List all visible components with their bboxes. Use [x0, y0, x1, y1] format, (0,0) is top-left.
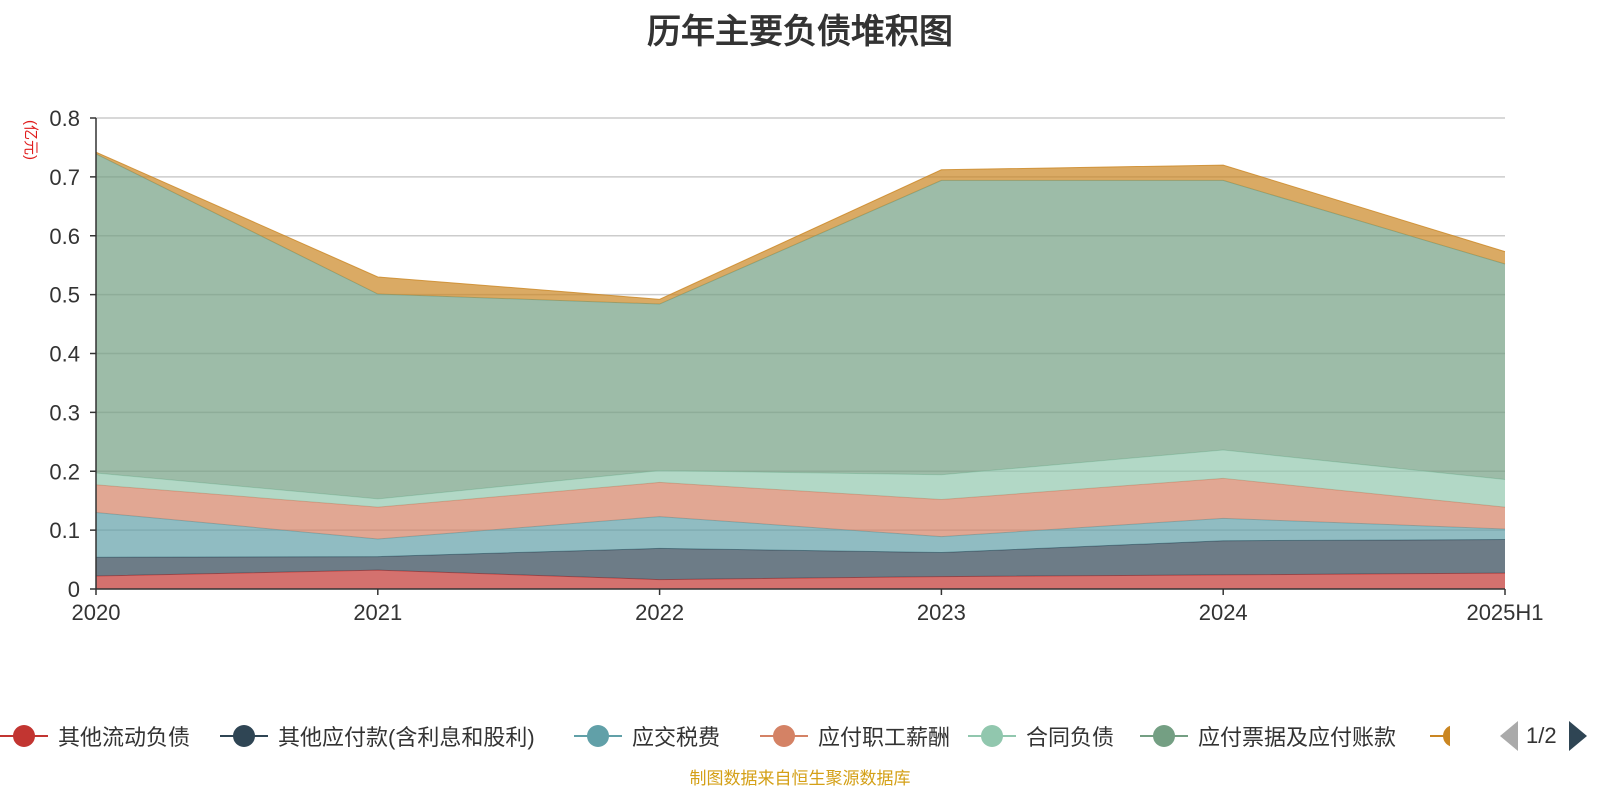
legend-label: 其他应付款(含利息和股利): [278, 725, 535, 750]
y-tick-label: 0.7: [49, 165, 80, 190]
area-series-0: [96, 570, 1505, 589]
stacked-area-chart: 0 0.1 0.2 0.3 0.4 0.5 0.6 0.7 0.8 2020 2021 2022 202…: [49, 106, 1543, 625]
x-tick-label: 2023: [917, 600, 966, 625]
source-note: 制图数据来自恒生聚源数据库: [689, 769, 911, 788]
y-tick-label: 0: [68, 577, 80, 602]
legend-marker-icon: [574, 718, 622, 754]
area-series-4: [96, 450, 1505, 508]
legend-page-indicator: 1/2: [1526, 723, 1557, 748]
y-tick-label: 0.1: [49, 518, 80, 543]
chart-title: 历年主要负债堆积图: [647, 13, 953, 51]
legend-item[interactable]: [1430, 718, 1450, 754]
area-series-3: [96, 478, 1505, 539]
y-tick-label: 0.8: [49, 106, 80, 131]
legend-label: 合同负债: [1026, 725, 1115, 750]
legend-item[interactable]: 其他应付款(含利息和股利): [220, 718, 535, 754]
legend-marker-icon: [1430, 718, 1450, 754]
legend-item[interactable]: 应交税费: [574, 718, 720, 754]
legend-marker-icon: [1140, 718, 1188, 754]
area-series-edge-6: [95, 151, 1506, 300]
legend-item[interactable]: 合同负债: [968, 718, 1114, 754]
legend-prev-arrow-icon[interactable]: [1500, 721, 1518, 751]
y-tick-label: 0.5: [49, 283, 80, 308]
x-tick-label: 2020: [72, 600, 121, 625]
legend-next-arrow-icon[interactable]: [1568, 721, 1587, 751]
legend: 其他流动负债 其他应付款(含利息和股利) 应交税费 应付职工薪酬 合同负债 应付票据及应付…: [0, 718, 1600, 754]
area-series-1: [96, 539, 1505, 580]
legend-marker-icon: [0, 718, 48, 754]
legend-marker-icon: [760, 718, 808, 754]
legend-label: 其他流动负债: [58, 725, 191, 750]
y-tick-label: 0.3: [49, 400, 80, 425]
legend-label: 应交税费: [632, 725, 721, 750]
legend-item[interactable]: 应付票据及应付账款: [1140, 718, 1396, 754]
legend-item[interactable]: 应付职工薪酬: [760, 718, 950, 754]
legend-label: 应付票据及应付账款: [1198, 725, 1397, 750]
legend-marker-icon: [968, 718, 1016, 754]
area-series-2: [96, 512, 1505, 558]
x-tick-label: 2022: [635, 600, 684, 625]
y-tick-label: 0.6: [49, 224, 80, 249]
legend-marker-icon: [220, 718, 268, 754]
legend-pager: 1/2: [1500, 718, 1587, 754]
legend-item[interactable]: 其他流动负债: [0, 718, 190, 754]
y-tick-label: 0.4: [49, 342, 80, 367]
y-tick-label: 0.2: [49, 459, 80, 484]
x-tick-label: 2024: [1199, 600, 1248, 625]
x-tick-label: 2021: [353, 600, 402, 625]
area-series-5: [96, 153, 1505, 499]
x-tick-label: 2025H1: [1466, 600, 1543, 625]
legend-label: 应付职工薪酬: [818, 725, 951, 750]
